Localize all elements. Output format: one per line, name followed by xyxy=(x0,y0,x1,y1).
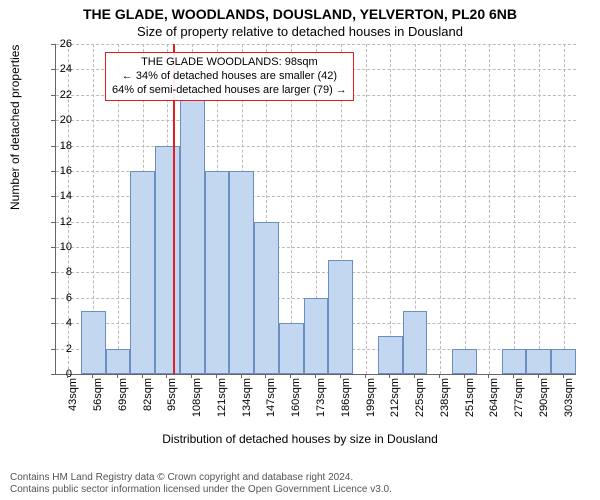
histogram-bar xyxy=(205,171,230,374)
y-axis-label: Number of detached properties xyxy=(8,45,22,210)
x-tick-label: 277sqm xyxy=(513,378,525,428)
histogram-bar xyxy=(155,146,180,374)
x-tick-label: 121sqm xyxy=(216,378,228,428)
gridline-vertical xyxy=(440,44,441,374)
y-tick-label: 6 xyxy=(52,292,72,304)
x-tick-label: 303sqm xyxy=(563,378,575,428)
x-axis-label: Distribution of detached houses by size … xyxy=(0,432,600,446)
annotation-line: 64% of semi-detached houses are larger (… xyxy=(112,84,347,98)
histogram-bar xyxy=(378,336,403,374)
y-tick-mark xyxy=(51,95,55,96)
x-tick-label: 134sqm xyxy=(241,378,253,428)
chart-container: THE GLADE, WOODLANDS, DOUSLAND, YELVERTO… xyxy=(0,0,600,500)
y-tick-label: 14 xyxy=(52,190,72,202)
y-tick-label: 26 xyxy=(52,38,72,50)
y-tick-label: 2 xyxy=(52,343,72,355)
histogram-bar xyxy=(551,349,576,374)
histogram-bar xyxy=(502,349,527,374)
x-tick-label: 225sqm xyxy=(414,378,426,428)
x-tick-label: 173sqm xyxy=(315,378,327,428)
y-tick-label: 12 xyxy=(52,216,72,228)
gridline-vertical xyxy=(390,44,391,374)
y-tick-mark xyxy=(51,196,55,197)
histogram-bar xyxy=(81,311,106,374)
histogram-bar xyxy=(279,323,304,374)
y-tick-label: 8 xyxy=(52,266,72,278)
y-tick-label: 24 xyxy=(52,63,72,75)
histogram-bar xyxy=(403,311,428,374)
histogram-bar xyxy=(106,349,131,374)
gridline-vertical xyxy=(539,44,540,374)
y-tick-label: 18 xyxy=(52,140,72,152)
y-tick-label: 22 xyxy=(52,89,72,101)
x-tick-label: 56sqm xyxy=(92,378,104,428)
y-tick-mark xyxy=(51,146,55,147)
y-tick-mark xyxy=(51,349,55,350)
y-tick-label: 4 xyxy=(52,317,72,329)
x-tick-label: 238sqm xyxy=(439,378,451,428)
x-tick-label: 290sqm xyxy=(538,378,550,428)
x-tick-label: 160sqm xyxy=(290,378,302,428)
footer-line1: Contains HM Land Registry data © Crown c… xyxy=(10,472,392,484)
x-tick-label: 43sqm xyxy=(67,378,79,428)
histogram-bar xyxy=(180,95,205,374)
gridline-vertical xyxy=(366,44,367,374)
y-tick-label: 20 xyxy=(52,114,72,126)
histogram-bar xyxy=(254,222,279,374)
annotation-box: THE GLADE WOODLANDS: 98sqm← 34% of detac… xyxy=(105,52,354,101)
y-tick-mark xyxy=(51,222,55,223)
y-tick-mark xyxy=(51,272,55,273)
x-tick-label: 212sqm xyxy=(389,378,401,428)
y-tick-mark xyxy=(51,247,55,248)
x-tick-label: 82sqm xyxy=(142,378,154,428)
y-tick-mark xyxy=(51,374,55,375)
x-tick-label: 147sqm xyxy=(265,378,277,428)
x-tick-label: 95sqm xyxy=(166,378,178,428)
footer-attribution: Contains HM Land Registry data © Crown c… xyxy=(10,472,392,496)
y-tick-mark xyxy=(51,120,55,121)
y-tick-label: 10 xyxy=(52,241,72,253)
histogram-bar xyxy=(130,171,155,374)
gridline-vertical xyxy=(514,44,515,374)
y-tick-mark xyxy=(51,298,55,299)
chart-title-main: THE GLADE, WOODLANDS, DOUSLAND, YELVERTO… xyxy=(0,6,600,22)
y-tick-mark xyxy=(51,323,55,324)
y-tick-mark xyxy=(51,69,55,70)
x-tick-label: 69sqm xyxy=(117,378,129,428)
histogram-bar xyxy=(229,171,254,374)
x-tick-label: 199sqm xyxy=(365,378,377,428)
histogram-bar xyxy=(304,298,329,374)
histogram-bar xyxy=(526,349,551,374)
annotation-line: THE GLADE WOODLANDS: 98sqm xyxy=(112,56,347,70)
x-tick-label: 186sqm xyxy=(340,378,352,428)
x-tick-label: 264sqm xyxy=(488,378,500,428)
x-tick-label: 251sqm xyxy=(464,378,476,428)
y-tick-mark xyxy=(51,171,55,172)
chart-title-sub: Size of property relative to detached ho… xyxy=(0,24,600,39)
gridline-vertical xyxy=(465,44,466,374)
gridline-vertical xyxy=(564,44,565,374)
histogram-bar xyxy=(452,349,477,374)
gridline-vertical xyxy=(489,44,490,374)
y-tick-mark xyxy=(51,44,55,45)
y-tick-label: 16 xyxy=(52,165,72,177)
annotation-line: ← 34% of detached houses are smaller (42… xyxy=(112,70,347,84)
histogram-bar xyxy=(328,260,353,374)
x-tick-label: 108sqm xyxy=(191,378,203,428)
footer-line2: Contains public sector information licen… xyxy=(10,484,392,496)
